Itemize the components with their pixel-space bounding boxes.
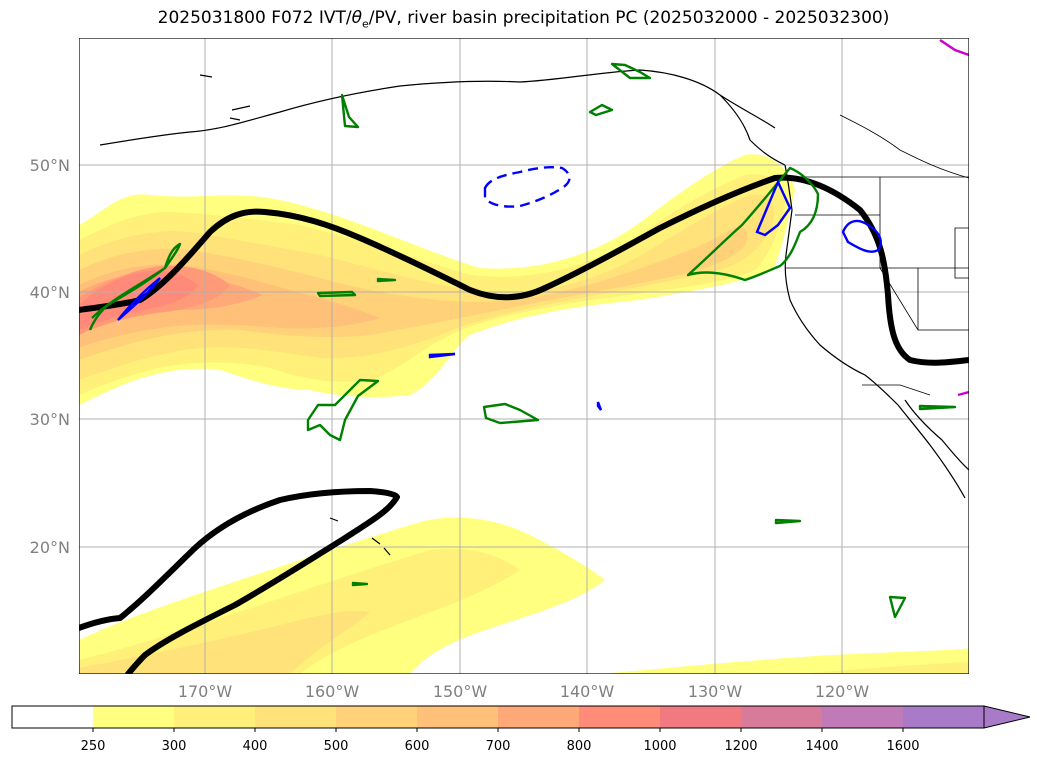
colorbar-swatch [12,706,93,728]
green-contours [88,62,957,619]
pv-contour-south [79,488,400,674]
map-title: 2025031800 F072 IVT/θe/PV, river basin p… [157,8,890,31]
colorbar-tick-label: 1000 [643,739,676,754]
lat-label-40: 40°N [30,283,70,302]
colorbar-tick-label: 1400 [805,739,838,754]
ivt-level-500 [79,227,748,360]
ivt-south-400 [79,610,370,674]
bc-coast [719,94,786,166]
map-area [79,38,969,674]
colorbar: 250 300 400 500 600 700 800 1000 1200 1400 1600 [11,705,1031,754]
lat-labels: 50°N 40°N 30°N 20°N [30,156,70,557]
colorbar-tick-label: 500 [324,739,349,754]
blue-contours [117,166,882,411]
lon-labels: 170°W 160°W 150°W 140°W 130°W 120°W [178,682,870,701]
colorbar-swatch [336,706,417,728]
lon-label-150w: 150°W [433,682,488,701]
colorbar-tick-label: 1200 [724,739,757,754]
lat-label-50: 50°N [30,156,70,175]
coastlines [99,69,969,556]
colorbar-swatch [903,706,984,728]
colorbar-swatch [660,706,741,728]
colorbar-tick-label: 300 [162,739,187,754]
pv-contours [79,174,969,674]
lat-label-20: 20°N [30,538,70,557]
colorbar-tick-label: 1600 [886,739,919,754]
colorbar-swatch [741,706,822,728]
ivt-south-east [600,648,969,674]
gulf-california [904,399,969,471]
pv-contour-north [79,174,969,366]
colorbar-tick-label: 800 [567,739,592,754]
ivt-shading [79,154,969,674]
colorbar-tick-label: 250 [81,739,106,754]
ivt-level-400 [79,194,774,380]
state-borders [786,114,969,396]
colorbar-swatch [822,706,903,728]
colorbar-swatch [579,706,660,728]
lon-label-130w: 130°W [688,682,743,701]
ivt-south-300 [79,548,520,674]
aleutians [199,74,251,121]
alaska-coast [99,69,776,146]
pnw-coast [784,164,899,406]
colorbar-tick-label: 700 [486,739,511,754]
colorbar-tick-label: 400 [243,739,268,754]
lon-label-160w: 160°W [305,682,360,701]
baja-coast [897,404,966,499]
colorbar-swatch [417,706,498,728]
graticule [79,38,969,674]
blue-dashed-low [483,166,571,208]
lon-label-140w: 140°W [560,682,615,701]
colorbar-swatch [174,706,255,728]
colorbar-tick-label: 600 [405,739,430,754]
lon-label-170w: 170°W [178,682,233,701]
lon-label-120w: 120°W [815,682,870,701]
lat-label-30: 30°N [30,410,70,429]
colorbar-swatch [93,706,174,728]
colorbar-swatch [498,706,579,728]
colorbar-swatch [255,706,336,728]
magenta-contours [939,39,969,397]
colorbar-extend-arrow [983,705,1031,729]
